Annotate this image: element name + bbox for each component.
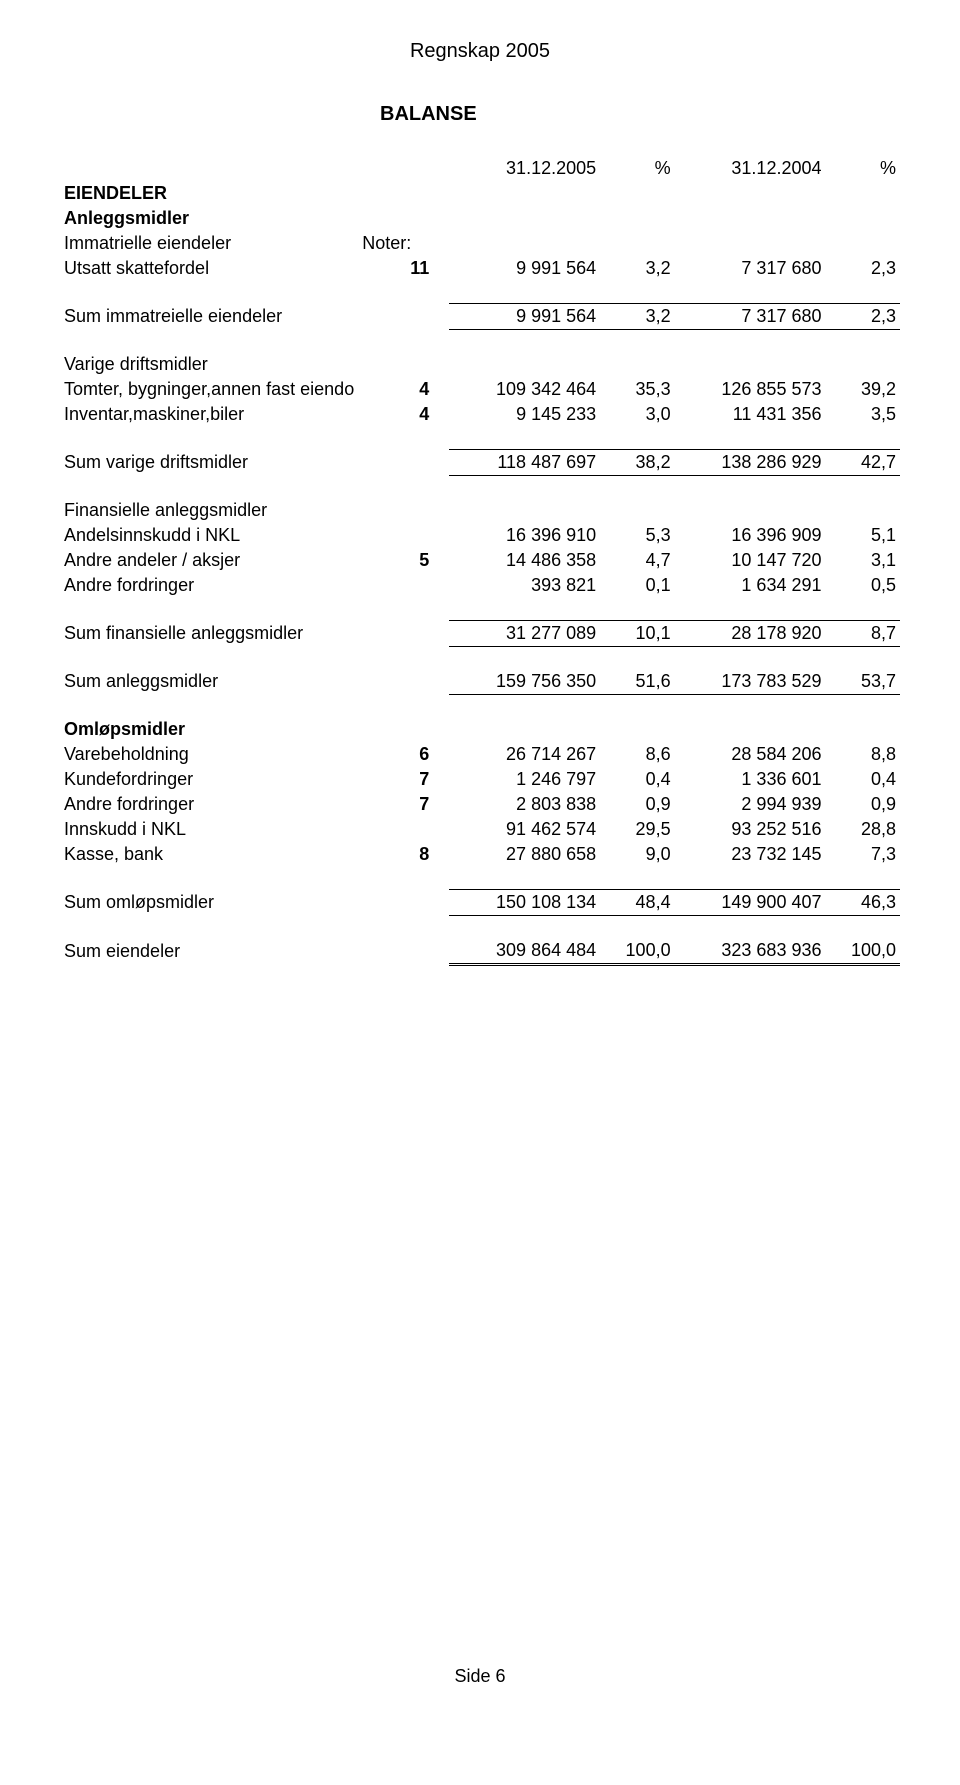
row-anleggsmidler: Anleggsmidler — [60, 206, 900, 231]
section-title: BALANSE — [380, 103, 900, 126]
row-sum-anlegg: Sum anleggsmidler 159 756 350 51,6 173 7… — [60, 669, 900, 695]
balance-table: 31.12.2005 % 31.12.2004 % EIENDELER Anle… — [60, 156, 900, 966]
col-date-2004: 31.12.2004 — [675, 156, 826, 181]
row-immatrielle: Immatrielle eiendelerNoter: — [60, 231, 900, 256]
row-eiendeler: EIENDELER — [60, 181, 900, 206]
document-title: Regnskap 2005 — [60, 40, 900, 63]
page-footer: Side 6 — [60, 1666, 900, 1727]
row-finans-header: Finansielle anleggsmidler — [60, 498, 900, 523]
row-andre-ford-omlop: Andre fordringer 7 2 803 838 0,9 2 994 9… — [60, 792, 900, 817]
row-sum-omlop: Sum omløpsmidler 150 108 134 48,4 149 90… — [60, 890, 900, 916]
balance-sheet-page: Regnskap 2005 BALANSE 31.12.2005 % 31.12… — [0, 0, 960, 1727]
row-sum-eiendeler: Sum eiendeler 309 864 484 100,0 323 683 … — [60, 938, 900, 965]
row-omlop-header: Omløpsmidler — [60, 717, 900, 742]
row-kundeford: Kundefordringer 7 1 246 797 0,4 1 336 60… — [60, 767, 900, 792]
row-sum-varige: Sum varige driftsmidler 118 487 697 38,2… — [60, 450, 900, 476]
col-pct-2004: % — [826, 156, 901, 181]
row-andels-nkl: Andelsinnskudd i NKL 16 396 910 5,3 16 3… — [60, 523, 900, 548]
row-kasse: Kasse, bank 8 27 880 658 9,0 23 732 145 … — [60, 842, 900, 867]
row-utsatt: Utsatt skattefordel 11 9 991 564 3,2 7 3… — [60, 256, 900, 281]
row-inventar: Inventar,maskiner,biler 4 9 145 233 3,0 … — [60, 402, 900, 427]
row-sum-finans: Sum finansielle anleggsmidler 31 277 089… — [60, 621, 900, 647]
header-row: 31.12.2005 % 31.12.2004 % — [60, 156, 900, 181]
row-andre-andeler: Andre andeler / aksjer 5 14 486 358 4,7 … — [60, 548, 900, 573]
row-tomter: Tomter, bygninger,annen fast eiendo 4 10… — [60, 377, 900, 402]
row-varebehold: Varebeholdning 6 26 714 267 8,6 28 584 2… — [60, 742, 900, 767]
row-varige-header: Varige driftsmidler — [60, 352, 900, 377]
row-sum-immatrielle: Sum immatreielle eiendeler 9 991 564 3,2… — [60, 304, 900, 330]
col-date-2005: 31.12.2005 — [449, 156, 600, 181]
col-pct-2005: % — [600, 156, 674, 181]
row-innskudd-nkl: Innskudd i NKL 91 462 574 29,5 93 252 51… — [60, 817, 900, 842]
row-andre-fordringer-finans: Andre fordringer 393 821 0,1 1 634 291 0… — [60, 573, 900, 598]
